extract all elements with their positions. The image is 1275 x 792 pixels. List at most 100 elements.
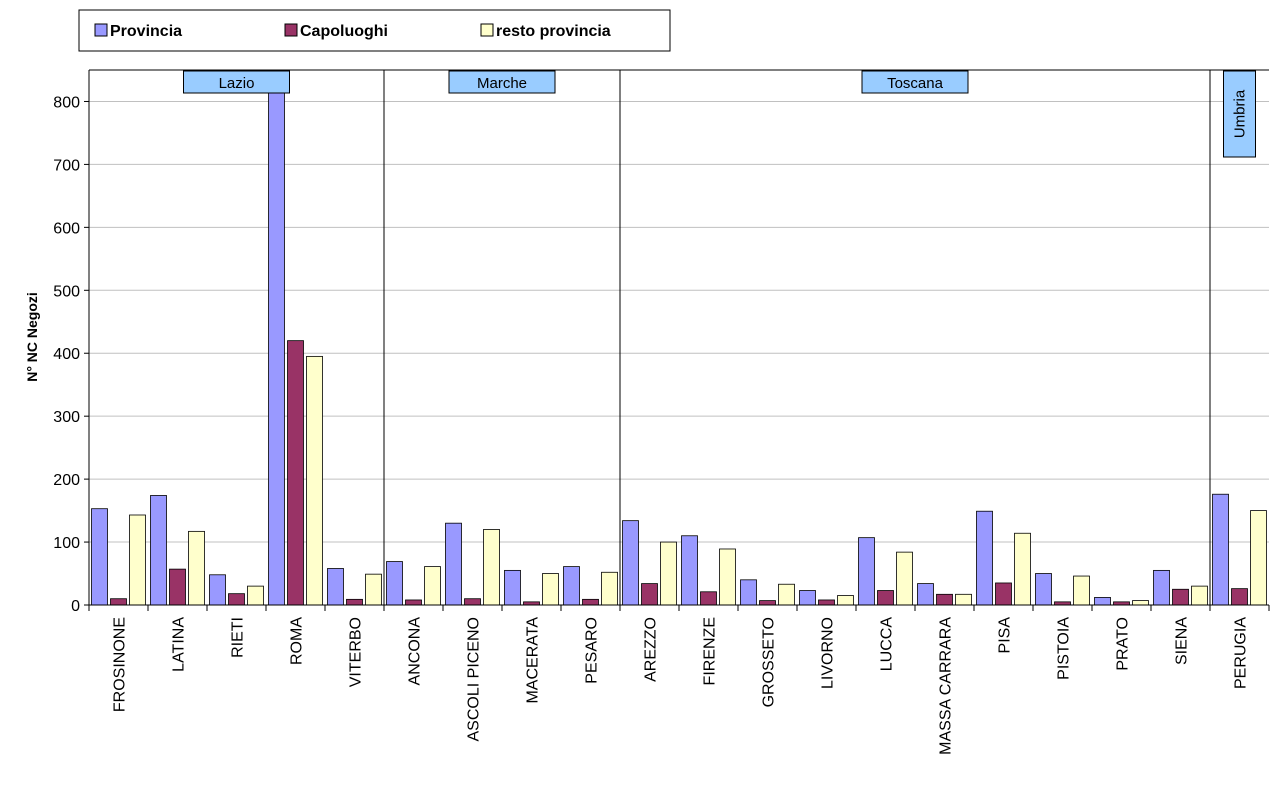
x-tick-label: MASSA CARRARA [938, 617, 955, 755]
x-tick-label: PERUGIA [1233, 617, 1250, 689]
region-label: Lazio [219, 75, 255, 92]
bar-provincia [563, 566, 580, 606]
x-tick-label: LATINA [171, 617, 188, 672]
y-tick-label: 800 [53, 94, 80, 111]
region-dividers [383, 70, 1211, 605]
axes [88, 69, 1270, 611]
x-tick-label: AREZZO [643, 617, 660, 682]
bar-capoluoghi [936, 593, 953, 606]
y-tick-label: 400 [53, 346, 80, 363]
bar-resto-provincia [1014, 532, 1031, 606]
x-tick-label: PISTOIA [1056, 617, 1073, 680]
bar-capoluoghi [287, 340, 304, 606]
y-tick-label: 0 [71, 598, 80, 615]
bar-resto-provincia [896, 551, 913, 606]
bar-provincia [1153, 569, 1170, 606]
x-tick-label: MACERATA [525, 617, 542, 704]
bar-provincia [740, 579, 757, 606]
region-label-box [861, 70, 969, 94]
y-tick-label: 100 [53, 535, 80, 552]
bar-capoluoghi [169, 568, 186, 606]
bar-resto-provincia [601, 571, 618, 606]
x-tick-label: PRATO [1115, 617, 1132, 671]
bar-provincia [1094, 597, 1111, 606]
bars [91, 91, 1267, 606]
bar-capoluoghi [1172, 588, 1189, 606]
legend-swatch [284, 23, 298, 37]
bar-provincia [150, 495, 167, 606]
legend-box [78, 9, 671, 52]
legend-entry: Provincia [110, 23, 182, 40]
legend-swatch [94, 23, 108, 37]
x-tick-label: FROSINONE [112, 617, 129, 712]
bar-resto-provincia [365, 573, 382, 606]
y-tick-label: 300 [53, 409, 80, 426]
region-labels: Lazio Marche Toscana Umbria [183, 70, 1256, 158]
x-tick-label: LUCCA [879, 617, 896, 672]
region-label: Marche [477, 75, 527, 92]
y-tick-labels: 0 100 200 300 400 500 600 700 800 [53, 94, 80, 615]
x-tick-label: ASCOLI PICENO [466, 617, 483, 741]
bar-capoluoghi [759, 600, 776, 606]
bar-capoluoghi [818, 599, 835, 606]
legend: Provincia Capoluoghi resto provincia [78, 9, 671, 52]
bar-provincia [622, 520, 639, 606]
region-label-box [448, 70, 556, 94]
bar-resto-provincia [1250, 510, 1267, 606]
x-tick-label: VITERBO [348, 617, 365, 687]
bar-capoluoghi [877, 590, 894, 606]
region-label-box [1223, 70, 1256, 158]
bar-provincia [681, 535, 698, 606]
bar-capoluoghi [464, 598, 481, 606]
y-tick-label: 200 [53, 472, 80, 489]
bar-resto-provincia [1073, 575, 1090, 606]
bar-resto-provincia [837, 595, 854, 606]
region-label-box [183, 70, 290, 94]
bar-resto-provincia [188, 530, 205, 606]
bar-resto-provincia [483, 529, 500, 606]
y-tick-label: 500 [53, 283, 80, 300]
bar-resto-provincia [247, 585, 264, 606]
x-tick-label: GROSSETO [761, 617, 778, 707]
x-tick-label: ROMA [289, 617, 306, 665]
bar-capoluoghi [641, 583, 658, 606]
bar-capoluoghi [582, 598, 599, 606]
region-label: Umbria [1232, 89, 1249, 138]
bar-provincia [386, 561, 403, 606]
legend-entry: Capoluoghi [300, 23, 388, 40]
bar-resto-provincia [719, 548, 736, 606]
legend-entry: resto provincia [496, 23, 611, 40]
bar-resto-provincia [1132, 600, 1149, 606]
grid-lines [84, 100, 1269, 606]
x-tick-label: ANCONA [407, 617, 424, 686]
bar-provincia [858, 537, 875, 606]
bar-provincia [209, 574, 226, 606]
x-tick-labels: FROSINONE LATINA RIETI ROMA VITERBO ANCONA ASC… [112, 617, 1250, 755]
bar-capoluoghi [228, 593, 245, 606]
y-tick-label: 700 [53, 157, 80, 174]
x-tick-label: LIVORNO [820, 617, 837, 689]
bar-provincia [799, 590, 816, 606]
bar-provincia [1212, 493, 1229, 606]
x-tick-label: FIRENZE [702, 617, 719, 685]
bar-provincia [91, 508, 108, 606]
bar-provincia [976, 510, 993, 606]
bar-capoluoghi [110, 598, 127, 606]
bar-resto-provincia [424, 566, 441, 606]
y-tick-label: 600 [53, 220, 80, 237]
bar-capoluoghi [346, 598, 363, 606]
bar-provincia [327, 568, 344, 606]
bar-provincia [1035, 573, 1052, 606]
bar-provincia [917, 583, 934, 606]
bar-resto-provincia [306, 355, 323, 606]
bar-capoluoghi [405, 599, 422, 606]
x-tick-label: SIENA [1174, 617, 1191, 665]
x-tick-label: RIETI [230, 617, 247, 658]
bar-provincia [445, 522, 462, 606]
bar-resto-provincia [542, 573, 559, 606]
bar-resto-provincia [660, 541, 677, 606]
region-label: Toscana [887, 75, 944, 92]
bar-capoluoghi [1231, 588, 1248, 606]
x-tick-label: PESARO [584, 617, 601, 684]
